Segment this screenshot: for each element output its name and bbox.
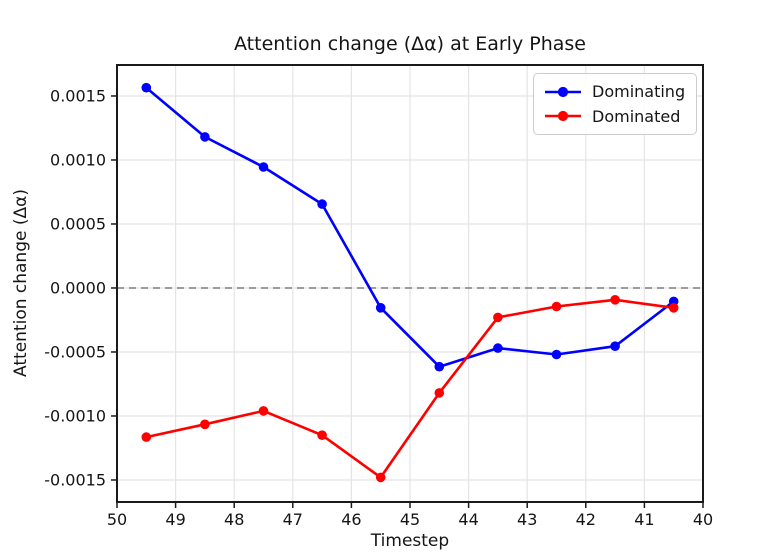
data-point <box>551 349 562 360</box>
data-point <box>668 303 679 313</box>
x-tick-label: 43 <box>517 510 537 529</box>
x-tick-label: 45 <box>400 510 420 529</box>
legend-label-dominated: Dominated <box>592 106 681 126</box>
y-tick-label: 0.0015 <box>50 86 106 105</box>
data-point <box>493 343 503 353</box>
y-tick-label: 0.0005 <box>50 214 106 233</box>
data-point <box>551 301 562 312</box>
x-tick-label: 42 <box>576 510 596 529</box>
chart-title: Attention change (Δα) at Early Phase <box>234 33 586 55</box>
legend: Dominating Dominated <box>533 73 697 135</box>
y-tick-label: 0.0010 <box>50 150 106 169</box>
data-point <box>610 341 620 352</box>
x-axis-ticks: 50 49 48 47 46 45 44 43 42 41 40 <box>107 502 713 529</box>
data-point <box>375 303 386 313</box>
legend-label-dominating: Dominating <box>592 82 686 102</box>
y-axis-ticks: 0.0015 0.0010 0.0005 0.0000 -0.0005 -0.0010 -0… <box>44 86 117 489</box>
data-point <box>141 82 152 93</box>
legend-line-marker-icon <box>545 86 581 97</box>
x-tick-label: 40 <box>693 510 713 529</box>
x-tick-label: 50 <box>107 510 127 529</box>
data-point <box>434 361 445 372</box>
x-tick-label: 48 <box>224 510 244 529</box>
legend-item-dominated: Dominated <box>543 107 687 126</box>
data-point <box>375 472 386 483</box>
y-tick-label: -0.0010 <box>44 406 106 425</box>
data-point <box>141 432 152 442</box>
x-tick-label: 44 <box>458 510 478 529</box>
legend-line-marker-icon <box>545 111 581 122</box>
series-dominated <box>141 295 679 483</box>
legend-item-dominating: Dominating <box>543 82 687 101</box>
series-line <box>145 298 676 479</box>
x-tick-label: 41 <box>634 510 654 529</box>
y-tick-label: -0.0005 <box>44 342 106 361</box>
y-tick-label: -0.0015 <box>44 470 106 489</box>
data-point <box>200 419 210 430</box>
data-point <box>258 162 269 172</box>
data-point <box>258 406 269 416</box>
data-point <box>434 388 445 398</box>
data-point <box>493 312 503 323</box>
x-tick-label: 47 <box>283 510 303 529</box>
series-line <box>145 86 676 369</box>
x-axis-label: Timestep <box>370 531 450 551</box>
data-point <box>200 132 210 142</box>
data-point <box>610 295 620 305</box>
x-tick-label: 46 <box>341 510 361 529</box>
data-point <box>317 430 327 441</box>
data-point <box>317 199 327 209</box>
y-tick-label: 0.0000 <box>50 278 106 297</box>
x-tick-label: 49 <box>165 510 185 529</box>
